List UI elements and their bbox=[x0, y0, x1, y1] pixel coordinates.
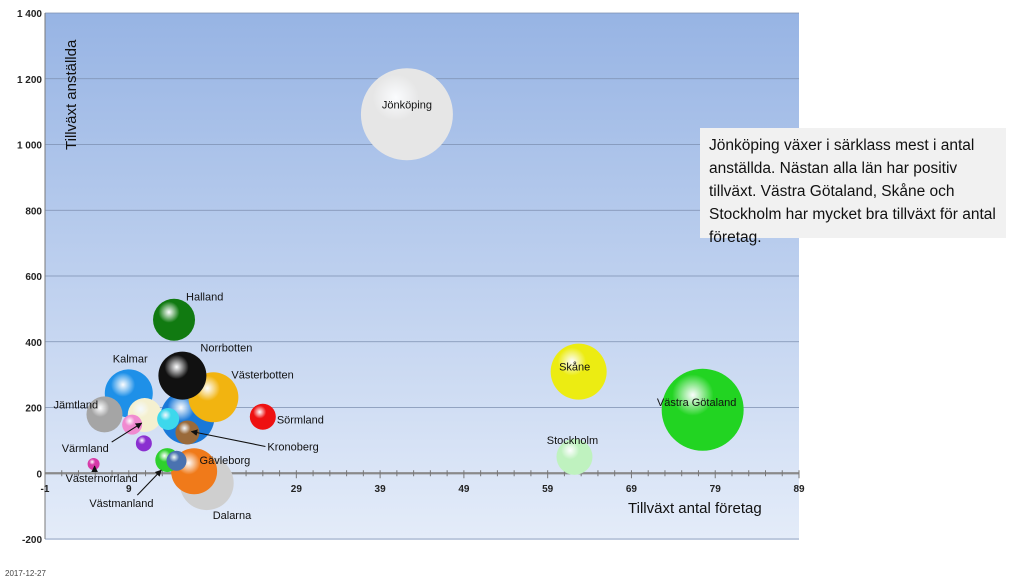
bubble-label: Dalarna bbox=[213, 510, 252, 522]
bubble-label: Halland bbox=[186, 292, 223, 304]
bubble-label: Jönköping bbox=[382, 99, 432, 111]
x-axis-title: Tillväxt antal företag bbox=[628, 500, 762, 517]
bubble-norrbotten bbox=[158, 351, 207, 400]
annotation-text: Jönköping växer i särklass mest i antal … bbox=[709, 137, 996, 246]
x-tick-label: 49 bbox=[458, 484, 470, 495]
y-tick-label: 1 200 bbox=[17, 75, 42, 86]
y-tick-label: 600 bbox=[25, 272, 42, 283]
bubble-unlabeled bbox=[135, 435, 152, 452]
x-tick-label: 9 bbox=[126, 484, 132, 495]
y-tick-label: 200 bbox=[25, 404, 42, 415]
bubble-jönköping bbox=[360, 68, 453, 161]
y-tick-label: 800 bbox=[25, 206, 42, 217]
bubble-label: Jämtland bbox=[53, 399, 98, 411]
bubble-stockholm bbox=[556, 438, 593, 475]
bubble-labels: Jönköping Västra Götaland Skåne Stockholm Ha… bbox=[53, 99, 736, 522]
bubble-label: Norrbotten bbox=[200, 343, 252, 355]
x-tick-label: 79 bbox=[710, 484, 722, 495]
bubble-label: Västernorrland bbox=[66, 473, 138, 485]
bubble-västra-götaland bbox=[661, 368, 744, 451]
bubble-västernorrland bbox=[87, 458, 100, 471]
annotation-box: Jönköping växer i särklass mest i antal … bbox=[700, 128, 1006, 246]
y-tick-label: 0 bbox=[36, 469, 42, 480]
bubble-label: Kronoberg bbox=[267, 441, 318, 453]
bubble-unlabeled bbox=[122, 414, 143, 435]
bubble-sörmland bbox=[249, 403, 276, 430]
bubble-unlabeled bbox=[157, 408, 180, 431]
bubble-label: Västra Götaland bbox=[657, 397, 737, 409]
y-tick-label: -200 bbox=[22, 535, 42, 546]
leader-arrows bbox=[91, 422, 266, 496]
bubble-label: Västmanland bbox=[89, 498, 153, 510]
bubble-label: Gävleborg bbox=[200, 455, 251, 467]
bubble-gävleborg bbox=[166, 450, 187, 471]
bubble-label: Västerbotten bbox=[231, 369, 293, 381]
bubble-series bbox=[86, 68, 744, 511]
x-tick-label: 39 bbox=[375, 484, 387, 495]
x-tick-label: 69 bbox=[626, 484, 638, 495]
bubble-label: Sörmland bbox=[277, 415, 324, 427]
leader-arrow bbox=[111, 422, 143, 443]
bubble-kronoberg bbox=[175, 420, 200, 445]
x-tick-label: 89 bbox=[793, 484, 805, 495]
x-tick-label: -1 bbox=[41, 484, 50, 495]
bubble-label: Värmland bbox=[62, 443, 109, 455]
leader-arrow bbox=[190, 429, 266, 448]
x-tick-label: 59 bbox=[542, 484, 554, 495]
bubble-skåne bbox=[550, 343, 607, 400]
bubble-label: Stockholm bbox=[547, 435, 598, 447]
y-tick-label: 1 400 bbox=[17, 9, 42, 20]
bubble-label: Skåne bbox=[559, 362, 590, 374]
footer-date: 2017-12-27 bbox=[5, 569, 46, 578]
bubble-jämtland bbox=[86, 396, 123, 433]
y-tick-label: 400 bbox=[25, 338, 42, 349]
bubble-halland bbox=[153, 298, 196, 341]
leader-arrow bbox=[136, 469, 162, 496]
bubble-label: Kalmar bbox=[113, 353, 148, 365]
y-tick-label: 1 000 bbox=[17, 141, 42, 152]
y-axis-title: Tillväxt anställda bbox=[63, 39, 80, 150]
x-tick-label: 29 bbox=[291, 484, 303, 495]
